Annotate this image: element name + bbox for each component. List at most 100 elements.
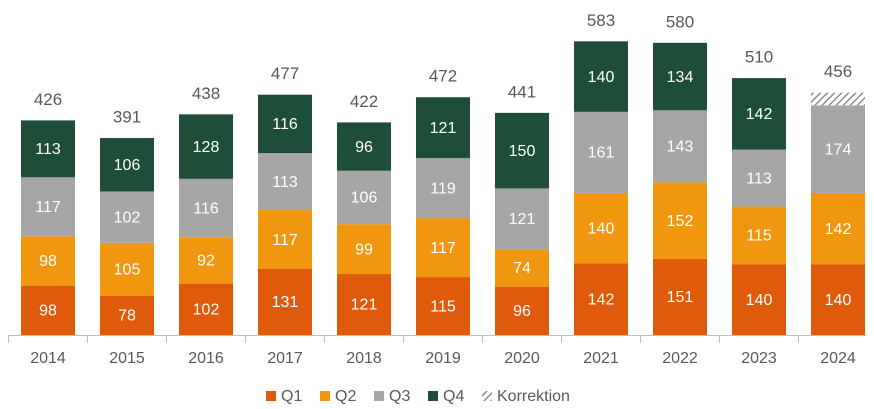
bar-segment <box>179 114 233 179</box>
legend-label: Q4 <box>443 388 464 405</box>
segment-label: 121 <box>509 211 536 228</box>
bar-segment <box>337 122 391 171</box>
bar-segment <box>574 192 628 264</box>
bar-segment <box>574 111 628 193</box>
segment-label: 142 <box>825 221 852 238</box>
bar-segment <box>653 42 707 111</box>
bar-segment <box>258 210 312 270</box>
segment-label: 115 <box>430 298 456 315</box>
segment-label: 128 <box>193 139 220 156</box>
bar-segment <box>100 242 154 296</box>
bar-segment <box>100 138 154 192</box>
bar-segment <box>653 258 707 335</box>
x-tick-label: 2018 <box>346 350 382 367</box>
segment-label: 116 <box>193 200 219 217</box>
x-tick-label: 2015 <box>109 350 145 367</box>
total-label: 583 <box>587 11 615 30</box>
legend-swatch <box>320 391 330 401</box>
segment-label: 142 <box>588 291 615 308</box>
segment-label: 102 <box>193 302 220 319</box>
legend-swatch <box>482 391 492 401</box>
total-label: 441 <box>508 82 536 101</box>
segment-label: 74 <box>513 260 531 277</box>
segment-label: 121 <box>351 297 378 314</box>
segment-label: 98 <box>39 303 57 320</box>
bar-segment <box>811 192 865 265</box>
x-tick-label: 2014 <box>30 350 66 367</box>
bar-segment <box>732 206 786 265</box>
bar-segment <box>574 263 628 335</box>
bar-segment <box>732 78 786 150</box>
bar-segment <box>100 295 154 335</box>
segment-label: 174 <box>825 141 852 158</box>
bar-segment <box>100 191 154 243</box>
bar-segment <box>179 178 233 238</box>
bar-segment <box>21 177 75 237</box>
segment-label: 96 <box>513 303 531 320</box>
legend-label: Q1 <box>281 388 302 405</box>
bar-segment <box>653 182 707 259</box>
segment-label: 106 <box>351 190 378 207</box>
bar-segment <box>495 112 549 189</box>
bar-segment <box>416 158 470 219</box>
segment-label: 142 <box>746 106 773 123</box>
bar-segment <box>258 269 312 335</box>
bar-segment <box>258 153 312 211</box>
segment-label: 119 <box>430 180 456 197</box>
bar-segment <box>179 237 233 284</box>
segment-label: 113 <box>746 170 772 187</box>
bar-segment <box>732 149 786 207</box>
segment-label: 96 <box>355 139 373 156</box>
segment-label: 117 <box>272 232 298 249</box>
legend-swatch <box>266 391 276 401</box>
bar-segment <box>337 224 391 275</box>
bar-segment <box>337 274 391 335</box>
segment-label: 143 <box>667 139 694 156</box>
segment-label: 151 <box>667 289 694 306</box>
segment-label: 105 <box>114 261 141 278</box>
legend-swatch <box>374 391 384 401</box>
segment-label: 140 <box>825 292 852 309</box>
bar-segment <box>416 218 470 278</box>
x-tick-label: 2016 <box>188 350 224 367</box>
segment-label: 99 <box>355 241 373 258</box>
segment-label: 98 <box>39 253 57 270</box>
bar-segment <box>732 264 786 335</box>
bar-segment <box>811 105 865 193</box>
total-label: 426 <box>34 90 62 109</box>
segment-label: 152 <box>667 213 694 230</box>
segment-label: 117 <box>430 240 456 257</box>
segment-label: 106 <box>114 157 141 174</box>
segment-label: 140 <box>588 220 615 237</box>
x-tick-label: 2017 <box>267 350 303 367</box>
segment-label: 161 <box>588 145 615 162</box>
bar-segment <box>21 236 75 286</box>
segment-label: 134 <box>667 69 694 86</box>
x-tick-label: 2022 <box>662 350 698 367</box>
bar-segment <box>337 170 391 225</box>
total-label: 391 <box>113 108 141 127</box>
total-label: 438 <box>192 84 220 103</box>
total-label: 422 <box>350 92 378 111</box>
segment-label: 113 <box>35 141 61 158</box>
bar-segment <box>179 283 233 335</box>
bar-segment <box>416 277 470 335</box>
bar-segment <box>21 285 75 335</box>
bar-segment <box>495 249 549 287</box>
segment-label: 140 <box>588 69 615 86</box>
x-tick-label: 2021 <box>583 350 619 367</box>
bar-segment <box>811 92 865 106</box>
bar-segment <box>495 286 549 335</box>
x-tick-label: 2024 <box>820 350 856 367</box>
bar-segment <box>811 264 865 335</box>
segment-label: 140 <box>746 292 773 309</box>
segment-label: 131 <box>272 294 299 311</box>
segment-label: 78 <box>118 308 136 325</box>
total-label: 472 <box>429 67 457 86</box>
bar-segment <box>495 188 549 250</box>
bar-segment <box>258 94 312 154</box>
bar-segment <box>21 120 75 178</box>
x-tick-label: 2023 <box>741 350 777 367</box>
x-tick-label: 2019 <box>425 350 461 367</box>
